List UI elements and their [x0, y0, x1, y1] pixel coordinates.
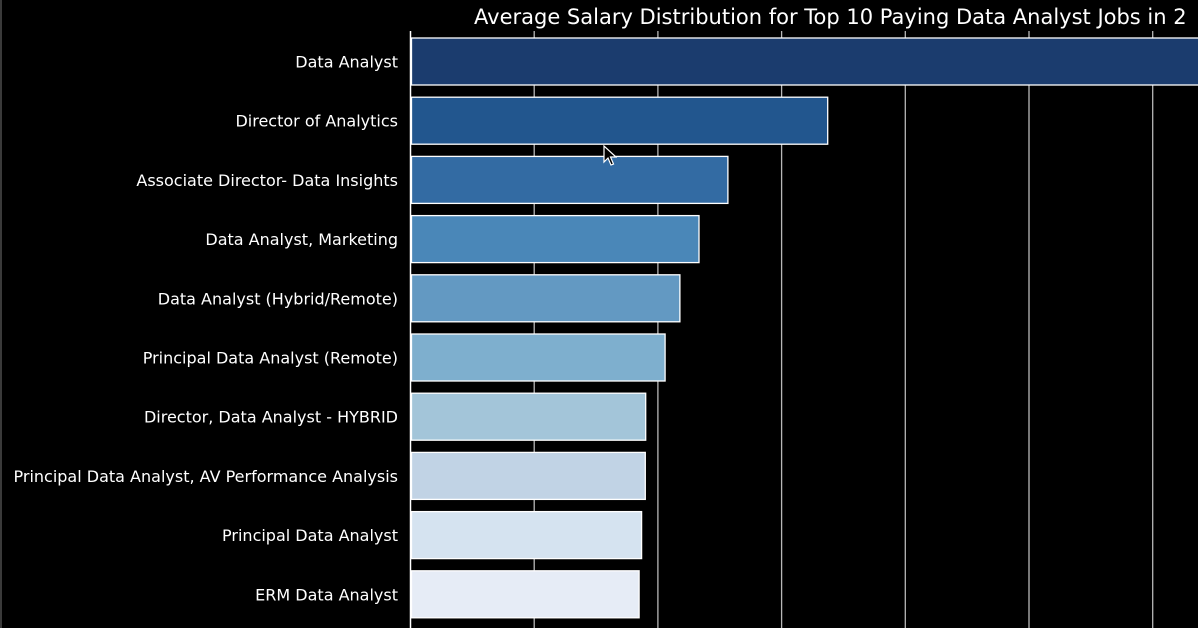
category-tick-label: Director, Data Analyst - HYBRID — [144, 408, 398, 427]
bar — [410, 37, 1198, 86]
bar — [410, 274, 681, 323]
bar — [410, 451, 646, 501]
category-tick-label: Associate Director- Data Insights — [136, 171, 398, 190]
bar — [410, 510, 643, 560]
bars — [410, 37, 1198, 619]
category-tick-label: Data Analyst, Marketing — [205, 230, 398, 249]
chart-title: Average Salary Distribution for Top 10 P… — [474, 5, 1187, 29]
category-tick-label: Director of Analytics — [235, 112, 398, 131]
bar — [410, 333, 666, 382]
category-labels: Data Analyst Director of Analytics Associa… — [14, 53, 399, 605]
category-tick-label: Data Analyst (Hybrid/Remote) — [158, 289, 398, 308]
bar — [410, 214, 700, 264]
window-left-border — [0, 0, 2, 628]
category-tick-label: ERM Data Analyst — [255, 585, 398, 604]
bar — [410, 96, 829, 145]
category-tick-label: Principal Data Analyst (Remote) — [143, 349, 398, 368]
bar — [410, 155, 729, 205]
mouse-cursor-icon — [603, 145, 617, 166]
category-tick-label: Principal Data Analyst — [222, 526, 398, 545]
category-tick-label: Principal Data Analyst, AV Performance A… — [14, 467, 399, 486]
bar — [410, 392, 647, 441]
category-tick-label: Data Analyst — [295, 53, 398, 72]
bar — [410, 570, 640, 619]
